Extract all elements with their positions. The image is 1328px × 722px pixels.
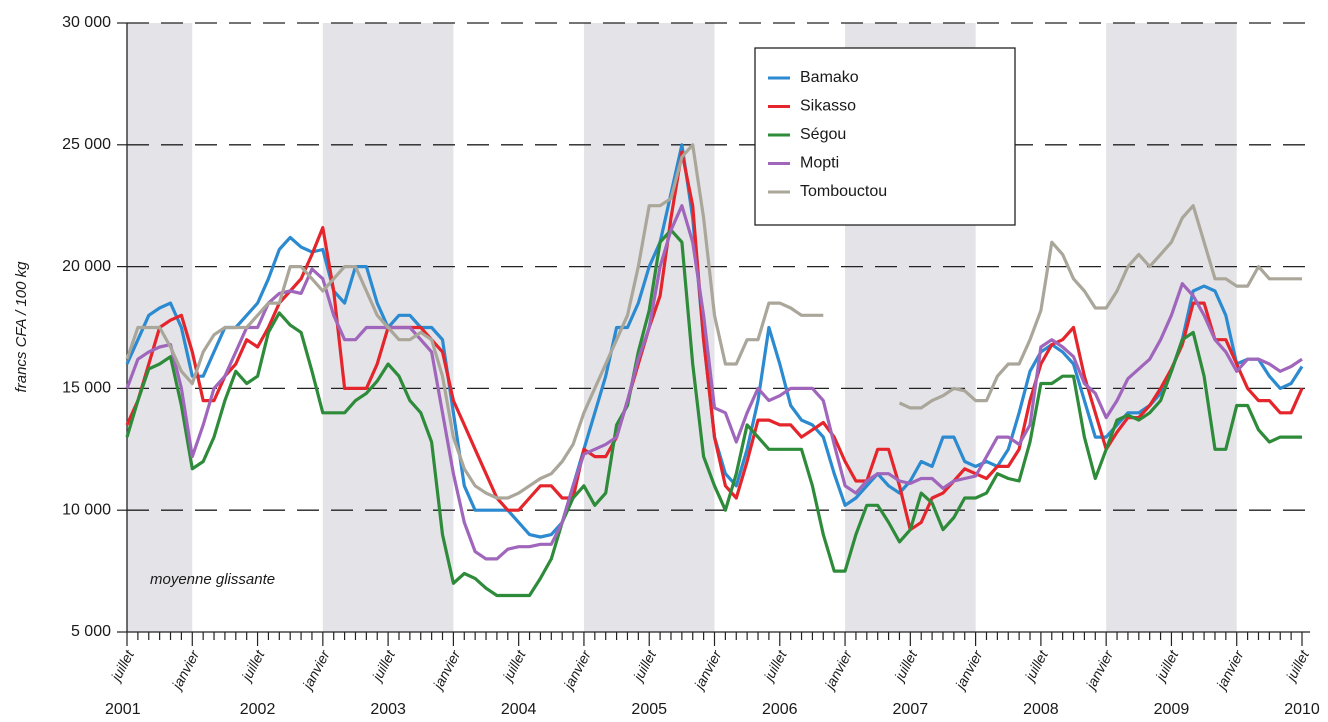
- y-tick-label: 10 000: [62, 501, 111, 518]
- legend-label: Bamako: [800, 69, 859, 86]
- x-tick-label: janvier: [168, 646, 203, 693]
- annotation: moyenne glissante: [150, 571, 275, 588]
- legend-label: Sikasso: [800, 98, 856, 115]
- x-tick-label: juillet: [1021, 647, 1052, 685]
- x-tick-label: juillet: [368, 647, 399, 685]
- x-tick-label: juillet: [890, 647, 921, 685]
- year-label: 2001: [105, 701, 141, 718]
- y-tick-label: 5 000: [71, 623, 111, 640]
- legend-box: [754, 47, 1016, 226]
- year-label: 2003: [370, 701, 406, 718]
- series-line: [125, 204, 1303, 561]
- year-label: 2005: [631, 701, 667, 718]
- y-axis-label: francs CFA / 100 kg: [13, 261, 30, 393]
- x-tick-label: janvier: [429, 646, 464, 693]
- x-tick-label: janvier: [559, 646, 594, 693]
- x-tick-label: juillet: [499, 647, 530, 685]
- year-label: 2006: [762, 701, 798, 718]
- y-tick-label: 20 000: [62, 258, 111, 275]
- shaded-band: [1106, 23, 1237, 632]
- x-tick-label: juillet: [107, 647, 138, 685]
- x-tick-label: janvier: [1082, 646, 1117, 693]
- x-tick-label: juillet: [760, 647, 791, 685]
- y-tick-label: 25 000: [62, 136, 111, 153]
- year-label: 2010: [1284, 701, 1320, 718]
- x-tick-label: janvier: [690, 646, 725, 693]
- x-tick-label: juillet: [1151, 647, 1182, 685]
- year-label: 2004: [501, 701, 537, 718]
- legend-label: Tombouctou: [800, 183, 887, 200]
- x-tick-label: janvier: [298, 646, 333, 693]
- year-label: 2007: [893, 701, 929, 718]
- year-label: 2002: [240, 701, 276, 718]
- x-tick-label: janvier: [1212, 646, 1247, 693]
- x-tick-label: juillet: [1282, 647, 1313, 685]
- legend-label: Ségou: [800, 126, 846, 143]
- x-tick-label: janvier: [951, 646, 986, 693]
- year-label: 2008: [1023, 701, 1059, 718]
- year-label: 2009: [1154, 701, 1190, 718]
- series-line: [125, 143, 1302, 500]
- series-line: [125, 228, 1302, 598]
- x-tick-label: janvier: [821, 646, 856, 693]
- y-tick-label: 30 000: [62, 14, 111, 31]
- x-tick-label: juillet: [237, 647, 268, 685]
- y-tick-label: 15 000: [62, 380, 111, 397]
- legend-label: Mopti: [800, 155, 839, 172]
- x-tick-label: juillet: [629, 647, 660, 685]
